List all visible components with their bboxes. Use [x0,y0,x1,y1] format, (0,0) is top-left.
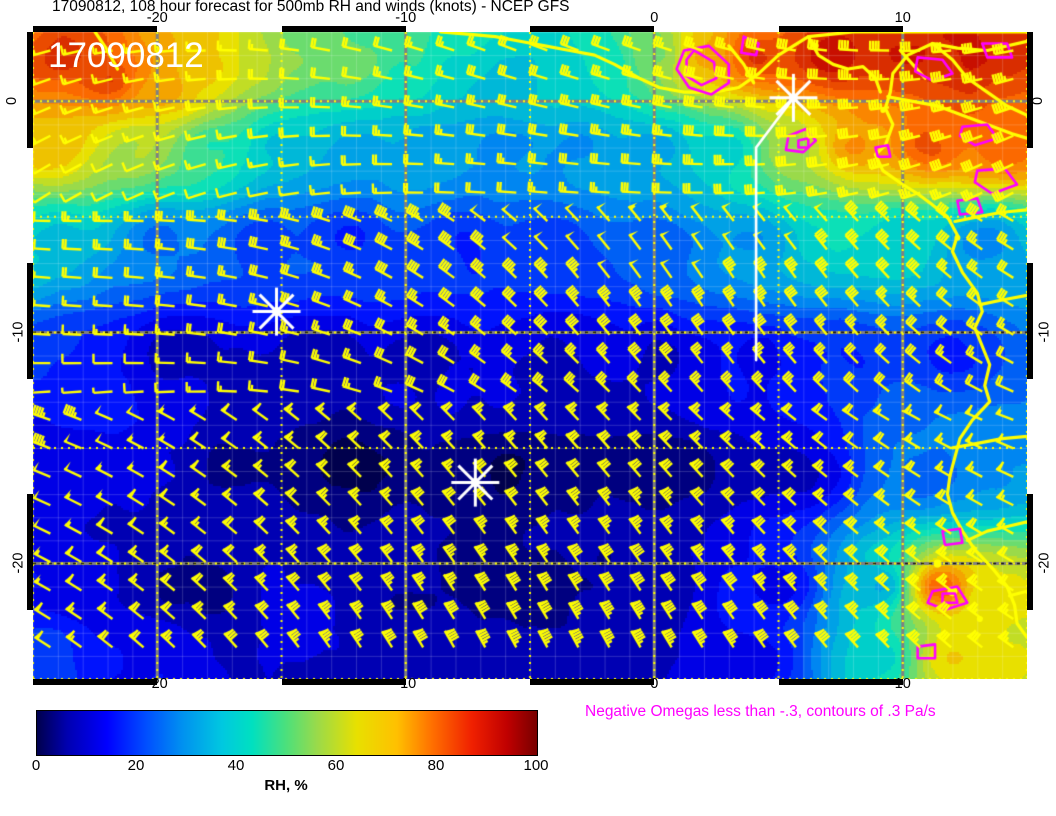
frame-segment [27,147,33,264]
colorbar-tick-0: 0 [31,757,41,774]
y-tick-right-2: -20 [1036,552,1053,574]
colorbar-label: RH, % [264,777,308,794]
wind-and-overlay-canvas [33,32,1027,679]
frame-segment [157,26,282,32]
frame-segment [902,26,1027,32]
x-tick-top-2: 0 [650,10,659,26]
frame-segment [1027,609,1033,679]
frame-segment [157,679,282,685]
x-tick-bottom-2: 0 [650,676,659,692]
x-tick-top-0: -20 [146,10,168,26]
colorbar-tick-2: 40 [227,757,245,774]
frame-segment [1027,147,1033,264]
y-tick-right-1: -10 [1036,321,1053,343]
frame-segment [902,679,1027,685]
frame-top [33,26,1027,32]
x-tick-top-1: -10 [395,10,417,26]
colorbar-tick-5: 100 [523,757,549,774]
frame-segment [1027,378,1033,495]
x-tick-top-3: 10 [894,10,911,26]
y-tick-left-1: -10 [10,321,27,343]
colorbar-tick-4: 80 [427,757,445,774]
frame-segment [405,679,530,685]
map-plot-area[interactable] [33,32,1027,679]
frame-left [27,32,33,679]
frame-segment [27,378,33,495]
chart-title: 17090812, 108 hour forecast for 500mb RH… [52,0,570,15]
x-tick-bottom-0: -20 [146,676,168,692]
x-tick-bottom-1: -10 [395,676,417,692]
forecast-timestamp-overlay: 17090812 [48,36,204,75]
y-tick-left-2: -20 [10,552,27,574]
frame-segment [405,26,530,32]
frame-segment [654,26,779,32]
y-tick-right-0: 0 [1030,97,1047,106]
frame-bottom [33,679,1027,685]
omega-note: Negative Omegas less than -.3, contours … [585,703,936,720]
frame-segment [654,679,779,685]
frame-segment [27,609,33,679]
frame-right [1027,32,1033,679]
x-tick-bottom-3: 10 [894,676,911,692]
colorbar-tick-1: 20 [127,757,145,774]
y-tick-left-0: 0 [4,97,21,106]
colorbar [36,710,538,756]
colorbar-tick-3: 60 [327,757,345,774]
